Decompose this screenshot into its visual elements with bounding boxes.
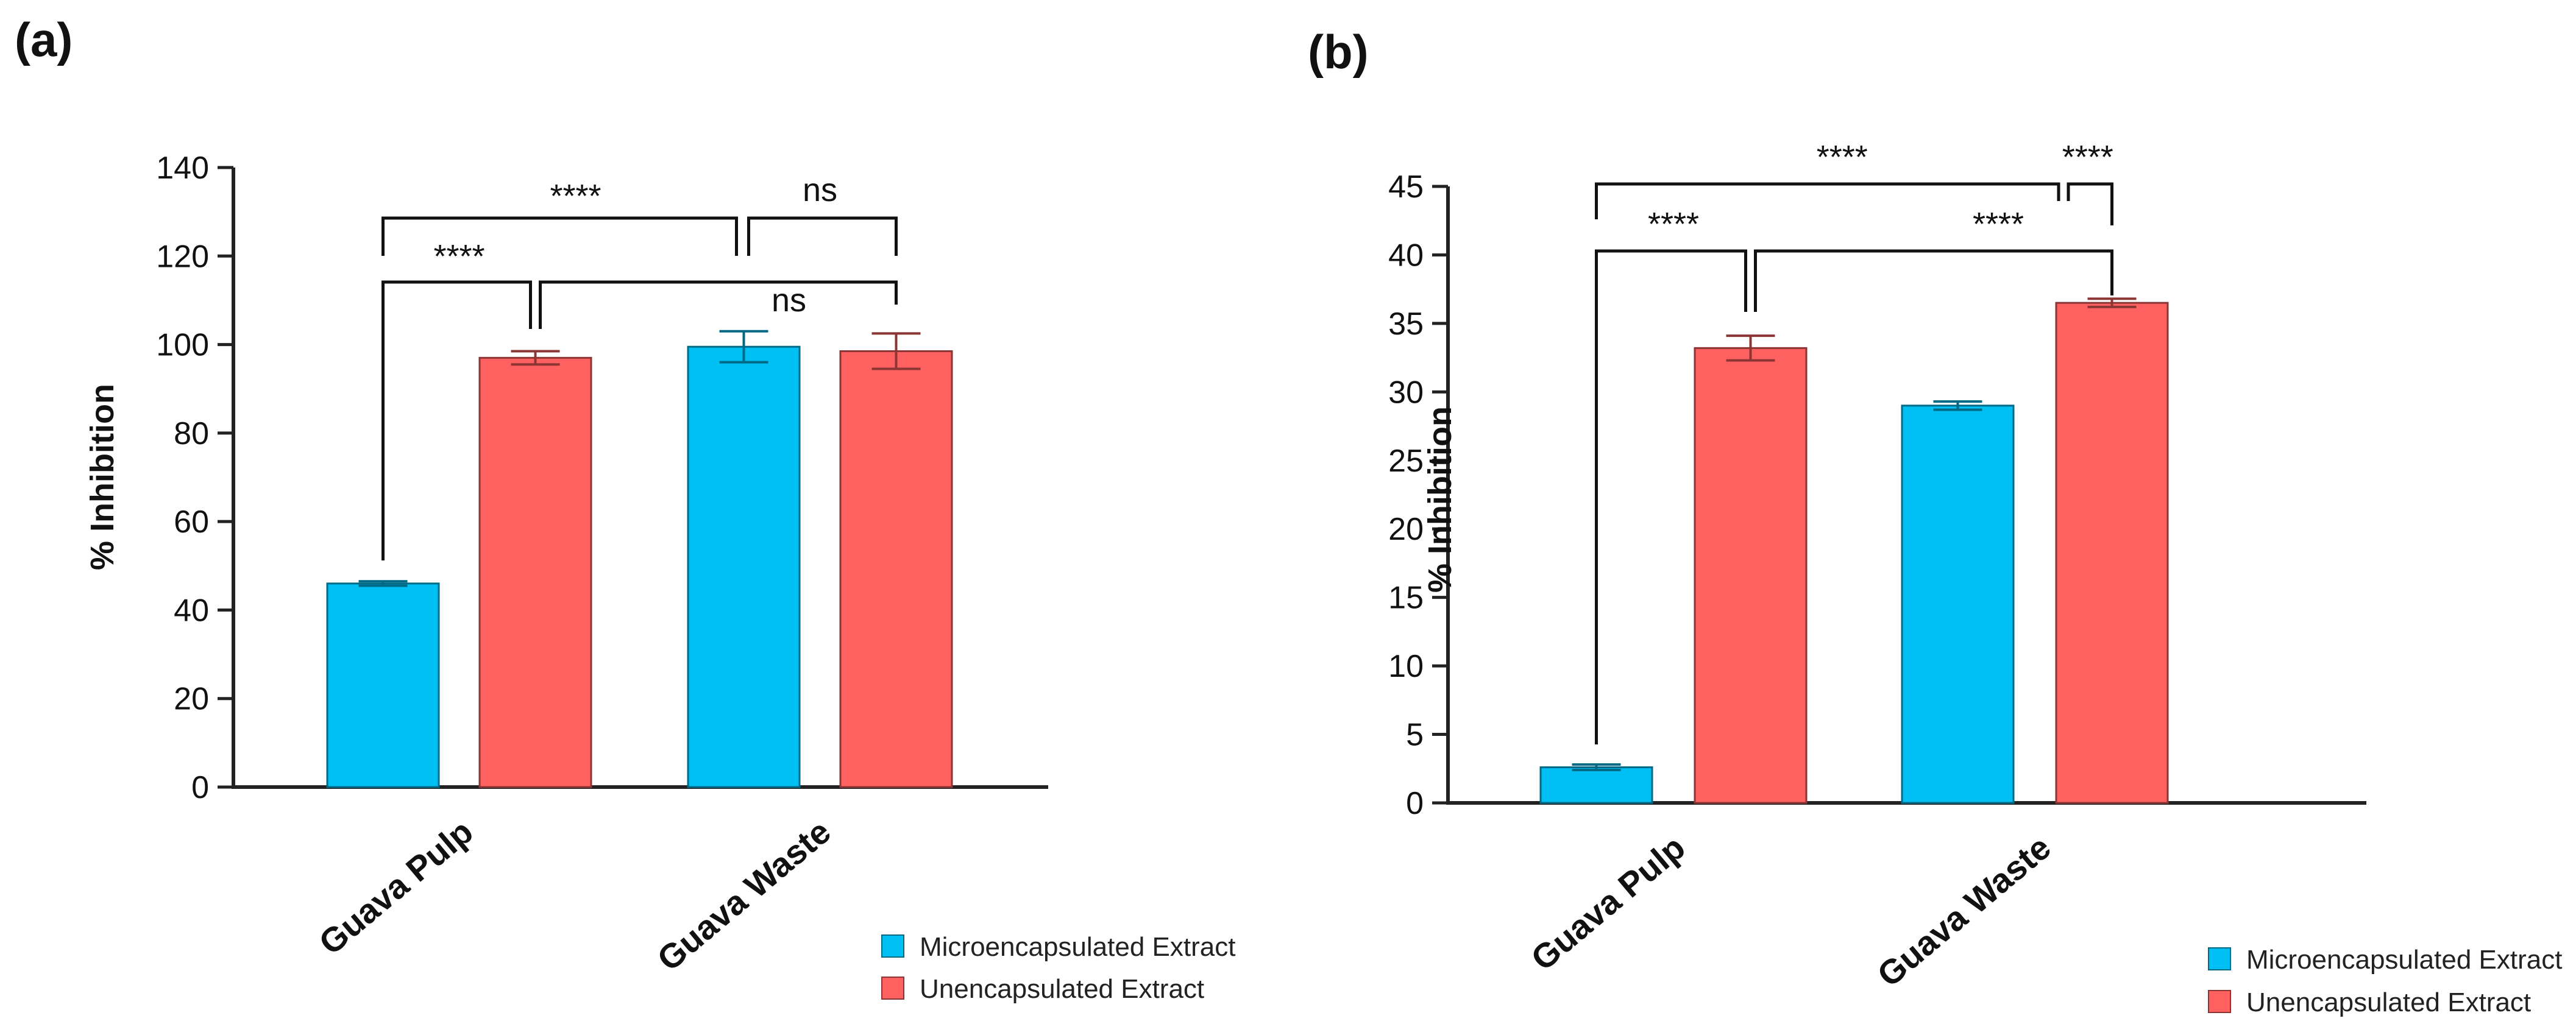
chart-a-sig-label-0: ****: [550, 178, 601, 214]
chart-a-legend-swatch-0: [881, 934, 904, 958]
chart-a-sig-label-1: ****: [433, 238, 484, 275]
chart-b-bar-0-0: [1539, 766, 1653, 804]
chart-a-bracket-low-left: [381, 280, 532, 560]
chart-a-bracket-low-right: [539, 280, 898, 329]
chart-b-legend-label-1: Unencapsulated Extract: [2246, 987, 2531, 1017]
chart-a-y-tick-label: 60: [174, 504, 209, 540]
chart-a-category-label: Guava Waste: [650, 812, 837, 978]
chart-a-y-tick-label: 20: [174, 682, 209, 717]
chart-a-y-axis-label: % Inhibition: [84, 384, 121, 570]
chart-b-bar-1-0: [1694, 347, 1808, 804]
chart-b-y-tick-label: 15: [1388, 581, 1424, 616]
chart-b-bar-0-1: [1901, 404, 2015, 804]
chart-a-sig-label-2: ns: [772, 282, 806, 319]
chart-b-category-label: Guava Pulp: [1524, 828, 1692, 978]
chart-b-bracket-low-left: [1595, 249, 1747, 744]
chart-b-y-tick-label: 35: [1388, 306, 1424, 342]
chart-a-svg: (a) 0 20 40 60 80 100 120 140 % Inhibition Guava P…: [15, 13, 1235, 1004]
chart-b-y-tick-label: 0: [1406, 786, 1424, 821]
chart-b-significance-brackets: [1595, 182, 2113, 744]
chart-b-y-axis-label: % Inhibition: [1422, 406, 1458, 593]
chart-b-legend-swatch-0: [2208, 947, 2231, 970]
chart-b-bracket-top-right: [2067, 182, 2113, 225]
chart-b-svg: (b) 0 5 10 15 20 25 30 35 40 45 % Inhibition Guava P…: [1308, 25, 2562, 1017]
chart-b-sig-label-2: ****: [1648, 206, 1699, 242]
chart-b-sig-label-3: ****: [1973, 206, 2024, 242]
chart-a-y-tick-label: 80: [174, 416, 209, 451]
chart-panel-a: (a) 0 20 40 60 80 100 120 140 % Inhibition Guava P…: [15, 13, 1235, 1004]
chart-a-y-tick-label: 140: [156, 150, 209, 186]
chart-b-y-tick-label: 25: [1388, 443, 1424, 479]
chart-a-legend-label-0: Microencapsulated Extract: [920, 932, 1235, 962]
chart-b-y-tick-label: 30: [1388, 375, 1424, 410]
chart-a-y-tick-label: 40: [174, 593, 209, 628]
chart-a-legend-swatch-1: [881, 977, 904, 1000]
chart-a-category-label: Guava Pulp: [311, 812, 480, 962]
chart-b-bracket-low-right: [1754, 249, 2113, 312]
chart-a-significance-brackets: [381, 216, 898, 560]
chart-b-y-tick-label: 40: [1388, 238, 1424, 273]
chart-b-legend-swatch-1: [2208, 990, 2231, 1013]
chart-b-y-tick-label: 10: [1388, 649, 1424, 684]
chart-b-bar-1-1: [2055, 302, 2169, 804]
chart-a-panel-label: (a): [15, 13, 73, 66]
chart-a-bar-0-0: [326, 582, 440, 788]
chart-a-y-tick-label: 0: [191, 770, 209, 805]
chart-a-bracket-top-left: [381, 216, 738, 256]
chart-b-y-tick-label: 20: [1388, 512, 1424, 547]
chart-a-y-tick-label: 120: [156, 239, 209, 274]
chart-a-bar-1-1: [839, 350, 953, 788]
chart-b-category-label: Guava Waste: [1870, 828, 2057, 994]
chart-a-sig-label-3: ns: [803, 172, 837, 208]
chart-b-bracket-top-left: [1595, 182, 2060, 219]
chart-a-bracket-top-right: [747, 216, 898, 256]
chart-panel-b: (b) 0 5 10 15 20 25 30 35 40 45 % Inhibition Guava P…: [1288, 0, 2576, 1035]
chart-b-panel-label: (b): [1308, 25, 1369, 79]
chart-b-sig-label-0: ****: [1817, 139, 1868, 175]
chart-a-y-tick-label: 100: [156, 328, 209, 363]
chart-a-bar-1-0: [478, 356, 592, 788]
chart-b-y-tick-label: 45: [1388, 169, 1424, 205]
chart-b-y-tick-label: 5: [1406, 718, 1424, 753]
chart-b-sig-label-1: ****: [2062, 139, 2113, 175]
chart-a-bar-0-1: [687, 345, 801, 788]
chart-b-legend-label-0: Microencapsulated Extract: [2246, 945, 2562, 975]
chart-a-legend-label-1: Unencapsulated Extract: [920, 974, 1204, 1004]
